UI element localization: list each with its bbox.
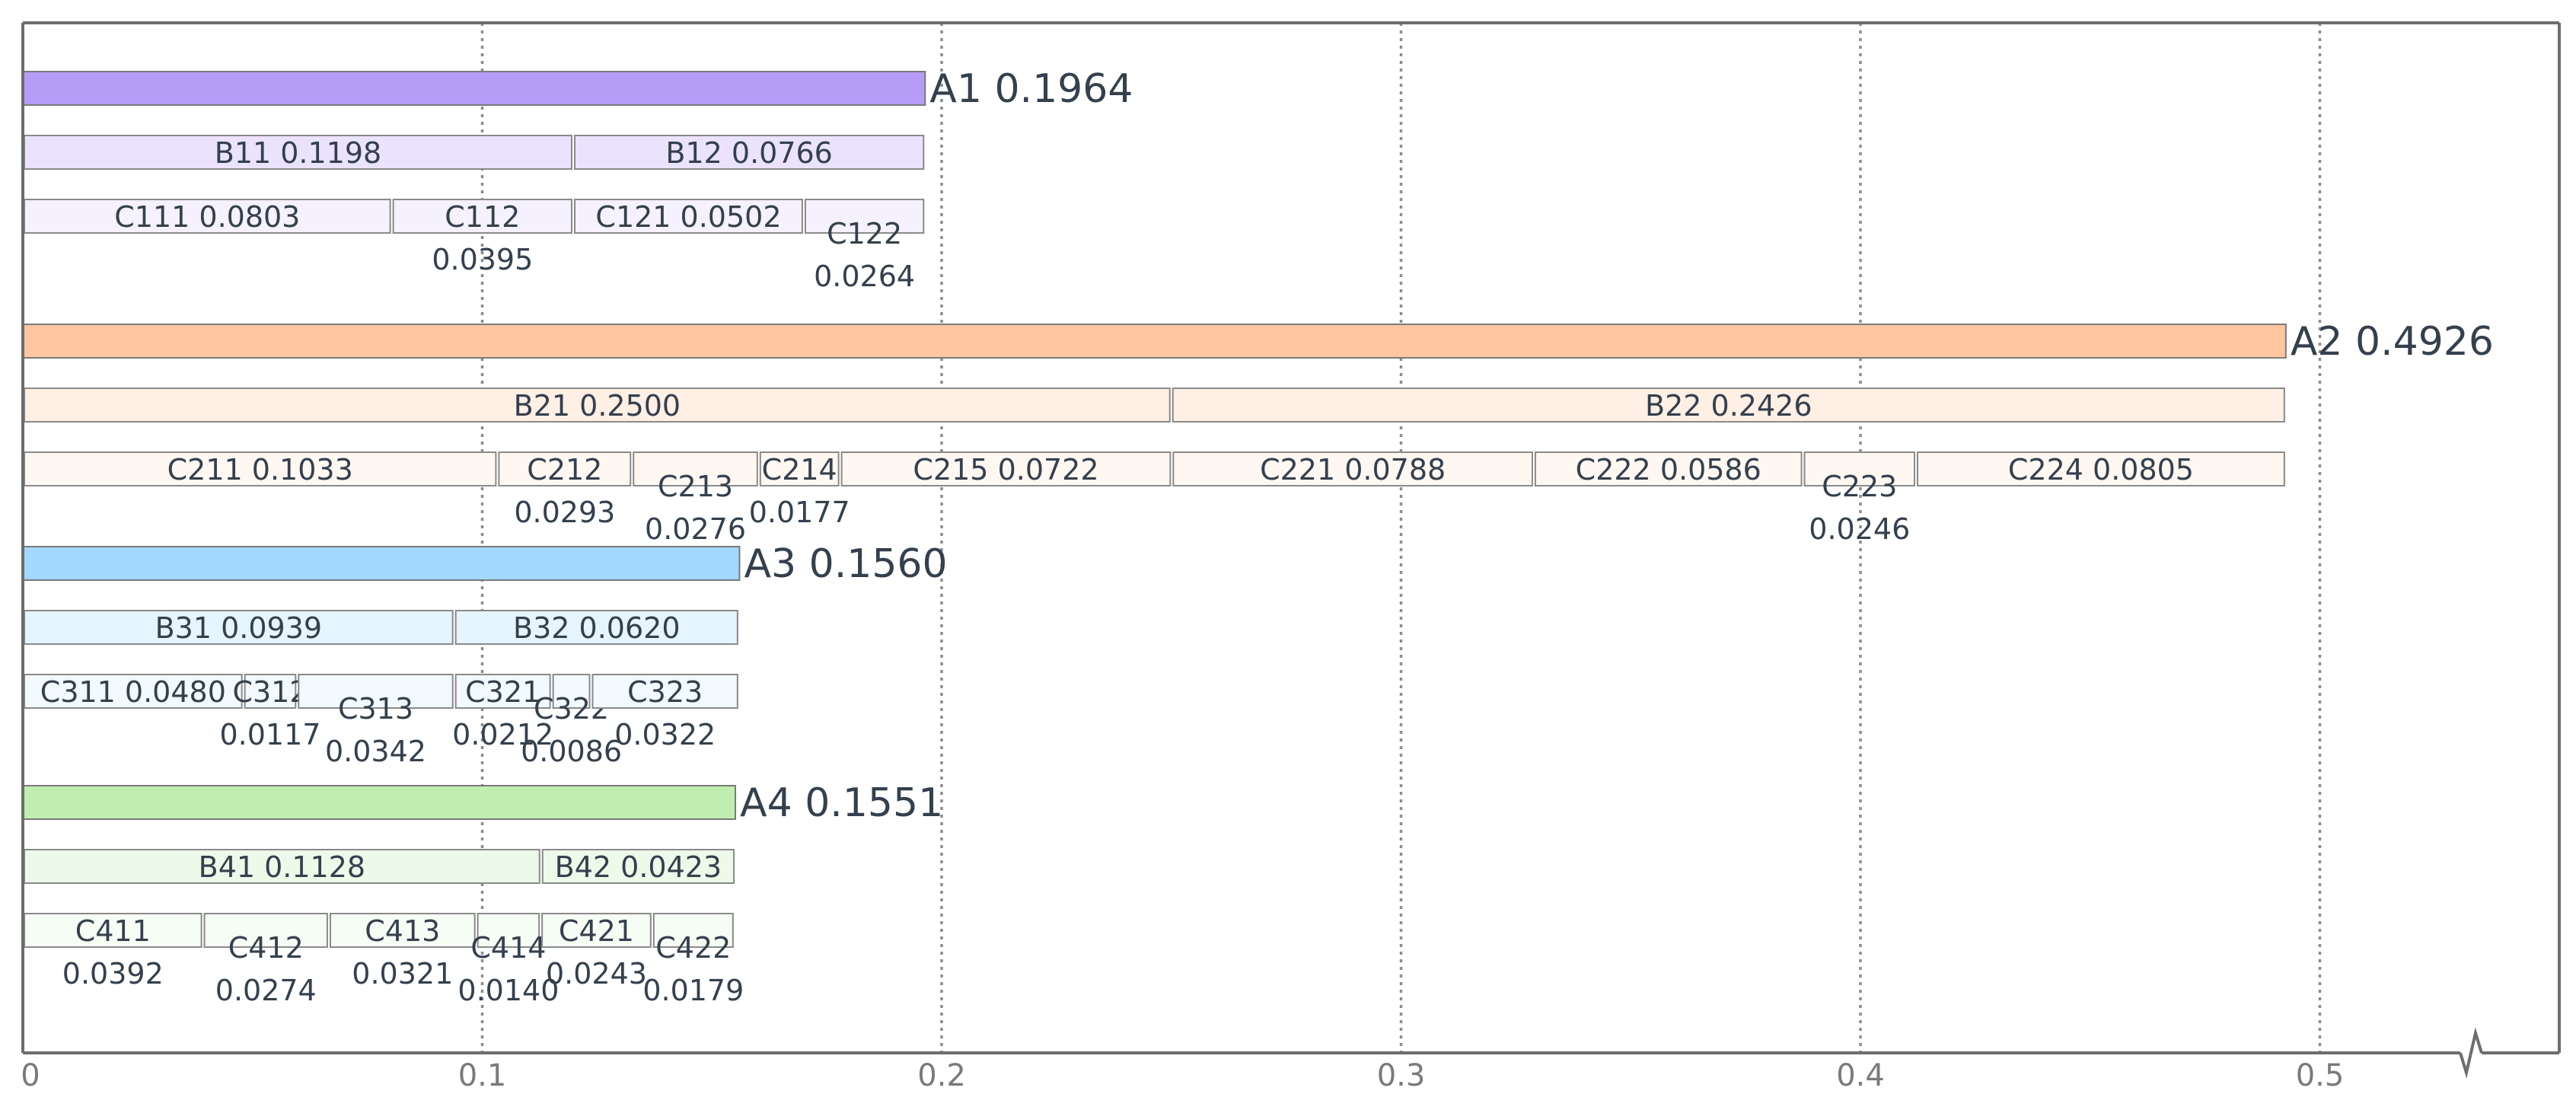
bar-c322	[552, 674, 591, 709]
bar-a1	[22, 71, 926, 106]
label-c212: C212 0.0293	[514, 453, 615, 529]
label-c411: C411 0.0392	[62, 914, 164, 990]
label-c321: C321 0.0212	[452, 675, 553, 751]
axis-break-mark	[2459, 1027, 2483, 1079]
bar-c313	[298, 674, 454, 709]
label-c311: C311 0.0480	[40, 675, 226, 709]
bar-c422	[652, 913, 734, 948]
label-c322: C322 0.0086	[521, 692, 622, 768]
tick-label-0-2: 0.2	[917, 1058, 966, 1093]
label-a4: A4 0.1551	[740, 780, 943, 826]
bar-b31	[24, 610, 454, 645]
label-c224: C224 0.0805	[2008, 453, 2194, 486]
bar-b22	[1172, 388, 2285, 423]
bar-c112	[392, 199, 572, 234]
bar-c224	[1917, 451, 2285, 486]
bar-c222	[1534, 451, 1803, 486]
label-a1: A1 0.1964	[929, 66, 1133, 112]
label-c421: C421 0.0243	[546, 914, 647, 990]
bars: A1 0.1964 B11 0.1198 B12 0.0766 C111 0.0803…	[22, 66, 2494, 1007]
bar-c321	[454, 674, 551, 709]
label-b31: B31 0.0939	[155, 611, 322, 645]
bar-c311	[24, 674, 243, 709]
bar-b42	[541, 849, 735, 884]
bar-a4	[22, 785, 737, 820]
label-b22: B22 0.2426	[1645, 389, 1812, 423]
bar-c215	[840, 451, 1172, 486]
label-c121: C121 0.0502	[595, 200, 781, 234]
bar-c221	[1172, 451, 1533, 486]
tick-label-0-4: 0.4	[1836, 1058, 1885, 1093]
bar-c211	[24, 451, 497, 486]
label-c323: C323 0.0322	[614, 675, 716, 751]
label-c221: C221 0.0788	[1260, 453, 1446, 486]
label-c112: C112 0.0395	[432, 200, 533, 276]
tick-label-0-3: 0.3	[1377, 1058, 1426, 1093]
bar-b12	[573, 135, 925, 170]
label-a2: A2 0.4926	[2291, 319, 2494, 365]
x-axis-ticks: 0 0.1 0.2 0.3 0.4 0.5	[21, 1058, 2344, 1093]
label-c223: C223 0.0246	[1809, 470, 1910, 546]
bar-c214	[759, 451, 840, 486]
plot-frame	[21, 21, 2561, 1079]
label-c422: C422 0.0179	[642, 931, 744, 1007]
bar-c414	[477, 913, 540, 948]
label-b11: B11 0.1198	[215, 136, 381, 170]
label-c312: C312 0.0117	[220, 675, 321, 751]
label-c122: C122 0.0264	[814, 217, 915, 293]
bar-c223	[1803, 451, 1916, 486]
label-c215: C215 0.0722	[913, 453, 1098, 486]
tick-label-0-1: 0.1	[458, 1058, 507, 1093]
bar-c412	[203, 913, 328, 948]
label-c412: C412 0.0274	[215, 931, 317, 1007]
bar-c421	[541, 913, 652, 948]
bar-c122	[804, 199, 925, 234]
label-c213: C213 0.0276	[645, 470, 746, 546]
bar-b21	[24, 388, 1171, 423]
bar-c212	[498, 451, 632, 486]
label-c111: C111 0.0803	[114, 200, 300, 234]
label-b41: B41 0.1128	[199, 850, 365, 884]
bar-a2	[22, 324, 2287, 359]
bar-b32	[454, 610, 738, 645]
bar-b41	[24, 849, 540, 884]
bar-c411	[24, 913, 202, 948]
label-c413: C413 0.0321	[352, 914, 453, 990]
label-b21: B21 0.2500	[514, 389, 681, 423]
bar-c323	[591, 674, 738, 709]
label-b32: B32 0.0620	[513, 611, 680, 645]
bar-c121	[573, 199, 803, 234]
bar-a3	[22, 546, 741, 581]
label-c414: C414 0.0140	[457, 931, 559, 1007]
bar-c111	[24, 199, 391, 234]
label-c313: C313 0.0342	[325, 692, 426, 768]
tick-label-0: 0	[21, 1058, 40, 1093]
label-b12: B12 0.0766	[665, 136, 832, 170]
label-c222: C222 0.0586	[1576, 453, 1761, 486]
gridlines	[480, 23, 2322, 1053]
label-c211: C211 0.1033	[167, 453, 353, 486]
bar-c413	[329, 913, 476, 948]
bar-c213	[633, 451, 758, 486]
tick-label-0-5: 0.5	[2296, 1058, 2345, 1093]
bar-c312	[244, 674, 297, 709]
label-c214: C214 0.0177	[749, 453, 850, 529]
label-b42: B42 0.0423	[555, 850, 722, 884]
label-a3: A3 0.1560	[744, 541, 947, 587]
